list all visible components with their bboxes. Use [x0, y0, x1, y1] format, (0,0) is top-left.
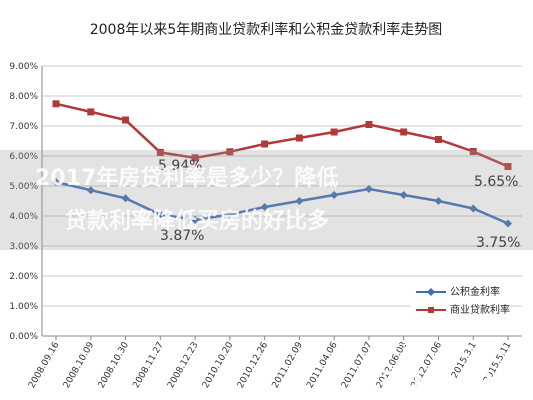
data-point [364, 185, 373, 193]
data-point [156, 148, 164, 156]
x-tick-label: 2011.04.06 [305, 340, 340, 390]
data-point [87, 108, 95, 116]
y-tick-label: 0.00% [9, 332, 38, 342]
x-tick-label: 2011.02.09 [271, 340, 306, 390]
annotations: 5.94% 3.87% 5.65% 3.75% [158, 158, 520, 251]
data-point [469, 204, 478, 213]
data-point [434, 197, 443, 205]
legend-marker-commercial [428, 307, 434, 313]
x-tick-label: 2008.12.23 [166, 341, 200, 391]
data-point [295, 134, 303, 142]
annotation-fund-latest: 3.75% [476, 235, 520, 251]
data-point [86, 186, 95, 195]
chart-grid [41, 65, 522, 337]
series-line-1 [55, 102, 509, 168]
y-tick-label: 9.00% [9, 62, 38, 72]
legend-box [410, 282, 510, 318]
legend-label-commercial: 商业贷款利率 [450, 303, 510, 316]
data-point [52, 100, 60, 108]
y-tick-label: 2.00% [9, 272, 38, 282]
x-tick-label: 2008.10.09 [62, 340, 97, 390]
watermark-text-cn: 房天下 [372, 342, 411, 358]
y-tick-label: 7.00% [9, 122, 38, 132]
y-tick-label: 5.00% [9, 182, 38, 192]
x-tick-label: 2008.11.27 [131, 341, 165, 391]
data-point [122, 116, 130, 124]
data-point [504, 219, 512, 228]
data-point [330, 191, 339, 199]
watermark: 房天下 Fang.com [362, 342, 525, 396]
data-point [365, 121, 373, 128]
y-tick-label: 6.00% [9, 152, 38, 162]
data-point [191, 154, 199, 162]
data-point [261, 140, 269, 148]
x-tick-label: 2008.09.16 [27, 340, 62, 390]
x-tick-label: 2010.10.20 [201, 340, 236, 390]
series-line-0 [55, 180, 509, 225]
chart-series [52, 100, 512, 228]
chart-title: 2008年以来5年期商业贷款利率和公积金贷款利率走势图 [90, 21, 443, 38]
annotation-fund-low: 3.87% [160, 228, 204, 244]
watermark-text-en: Fang.com [362, 361, 525, 396]
y-tick-label: 4.00% [9, 212, 38, 222]
x-tick-label: 2010.12.26 [236, 340, 271, 390]
data-point [260, 203, 269, 211]
y-tick-label: 1.00% [9, 302, 38, 312]
data-point [400, 128, 408, 136]
data-point [330, 128, 338, 136]
data-point [121, 194, 130, 203]
data-point [156, 210, 165, 219]
y-tick-label: 8.00% [9, 92, 38, 102]
data-point [399, 191, 408, 199]
headline-overlay: 2017年房贷利率是多少？降低 贷款利率降低买房的好比多 [0, 150, 533, 250]
annotation-commercial-latest: 5.65% [474, 174, 518, 190]
data-point [225, 210, 234, 219]
overlay-band [0, 150, 533, 250]
data-point [295, 197, 304, 205]
chart-legend: 公积金利率 商业贷款利率 [410, 282, 510, 318]
data-point [504, 163, 512, 170]
data-point [434, 136, 442, 143]
y-tick-label: 3.00% [9, 242, 38, 252]
annotation-commercial-low: 5.94% [158, 158, 202, 174]
data-point [191, 215, 200, 224]
legend-label-fund: 公积金利率 [450, 285, 500, 298]
overlay-line-1: 2017年房贷利率是多少？降低 [35, 165, 338, 191]
data-point [226, 148, 234, 156]
x-tick-label: 2008.10.30 [97, 340, 132, 390]
y-axis: 0.00% 1.00% 2.00% 3.00% 4.00% 5.00% 6.00% 7.00%… [9, 62, 38, 342]
data-point [52, 178, 60, 187]
data-point [469, 148, 477, 155]
overlay-line-2: 贷款利率降低买房的好比多 [65, 208, 329, 234]
legend-marker-fund [427, 288, 435, 296]
